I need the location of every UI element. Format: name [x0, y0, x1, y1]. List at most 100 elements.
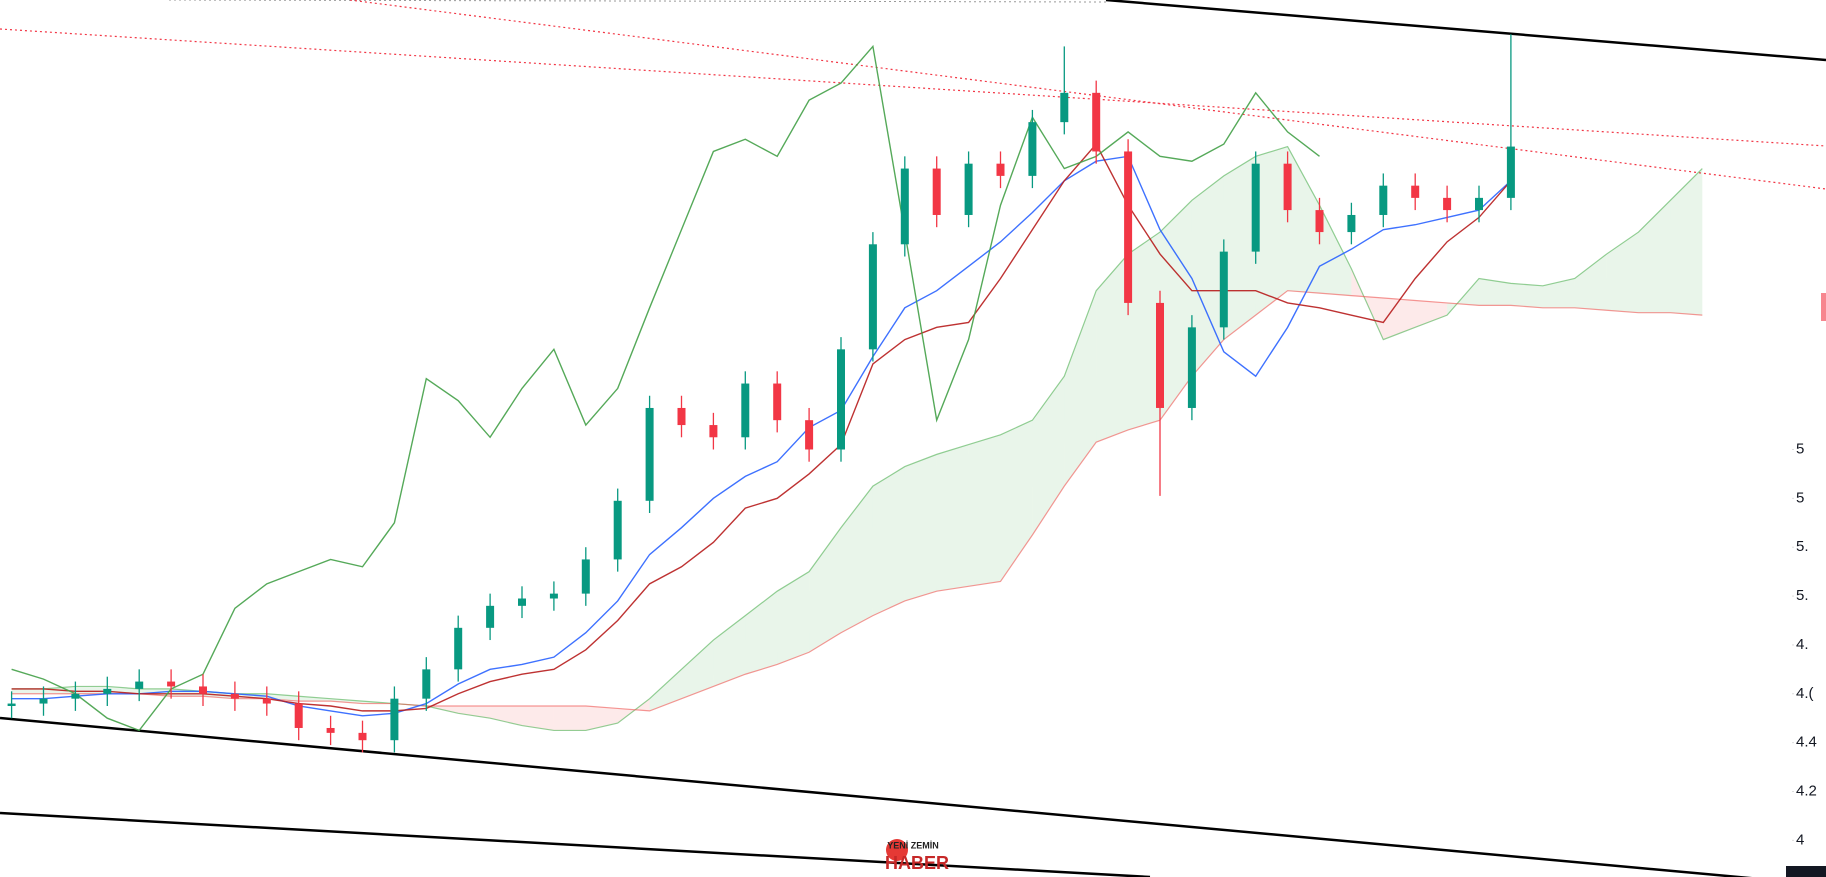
cloud-fill: [745, 591, 778, 675]
candle-body: [326, 727, 335, 733]
cloud-fill: [266, 693, 299, 702]
candle-body: [7, 703, 16, 706]
cloud-fill: [458, 705, 491, 719]
candle-body: [645, 407, 654, 501]
candle-body: [773, 383, 782, 421]
candle-body: [1379, 185, 1388, 215]
candle-body: [1251, 163, 1260, 252]
y-tick-label: 4.4: [1796, 734, 1817, 751]
candle-body: [230, 693, 239, 699]
candle-body: [454, 627, 463, 670]
candle-body: [837, 349, 845, 450]
candle-body: [518, 598, 526, 606]
candle-body: [709, 425, 718, 438]
cloud-fill: [809, 527, 841, 653]
candle-body: [741, 383, 750, 438]
resistance-line: [349, 0, 1826, 190]
trend-line: [168, 0, 1107, 3]
candle-body: [1315, 210, 1324, 233]
candle-body: [390, 698, 399, 741]
cloud-fill: [1415, 300, 1448, 328]
candle-body: [900, 168, 909, 245]
candle-body: [1187, 327, 1196, 408]
cloud-fill: [1479, 278, 1511, 306]
y-tick-label: 5: [1796, 489, 1804, 506]
cloud-fill: [1223, 156, 1256, 340]
cloud-fill: [1128, 232, 1160, 430]
cloud-fill: [1000, 420, 1033, 582]
candle-body: [1124, 151, 1133, 303]
candle-body: [805, 420, 814, 450]
cloud-fill: [1032, 376, 1065, 535]
candle-body: [422, 669, 431, 699]
cloud-fill: [777, 571, 810, 665]
cloud-fill: [904, 454, 937, 601]
cloud-fill: [11, 688, 44, 694]
indicator-line: [11, 155, 1512, 717]
candle-body: [1060, 92, 1069, 123]
cloud-fill: [872, 466, 905, 616]
candle-body: [1283, 163, 1292, 211]
candle-body: [358, 732, 367, 741]
cloud-span-b: [11, 290, 1703, 712]
candle-body: [996, 163, 1005, 176]
y-tick-label: 5.: [1796, 538, 1809, 555]
cloud-fill: [490, 705, 522, 726]
candle-body: [1411, 185, 1420, 198]
y-tick-label: 4.(: [1796, 685, 1814, 702]
cloud-fill: [713, 615, 746, 687]
candle-body: [199, 686, 207, 694]
cloud-fill: [298, 696, 331, 702]
cloud-fill: [1606, 232, 1639, 313]
candle-body: [1156, 302, 1164, 408]
candle-body: [677, 407, 686, 426]
indicator-line: [11, 142, 1512, 712]
candle-body: [1347, 214, 1356, 233]
cloud-fill: [649, 669, 682, 711]
candle-body: [167, 681, 176, 687]
y-tick-label: 4.: [1796, 636, 1809, 653]
cloud-fill: [330, 698, 363, 704]
candle-body: [262, 698, 271, 704]
cloud-fill: [1670, 168, 1703, 316]
cloud-fill: [1064, 290, 1097, 487]
cloud-fill: [1160, 200, 1192, 421]
channel-line: [0, 716, 1753, 877]
candle-body: [1092, 92, 1101, 152]
y-tick-label: 4: [1796, 831, 1804, 848]
cloud-fill: [1574, 254, 1607, 311]
candle-body: [71, 693, 80, 699]
candle-body: [103, 688, 112, 694]
candle-body: [549, 593, 558, 599]
cloud-fill: [1287, 146, 1320, 294]
candle-body: [868, 244, 877, 350]
y-tick-label: 5: [1796, 440, 1804, 457]
cloud-fill: [968, 434, 1001, 587]
cloud-fill: [841, 486, 873, 633]
price-badge: [1821, 293, 1826, 321]
cloud-fill: [1191, 175, 1224, 377]
candle-body: [294, 703, 303, 728]
logo-text: YENİ ZEMİN: [887, 840, 939, 850]
indicator-line: [11, 44, 1320, 732]
channel-line: [0, 811, 1151, 877]
cloud-fill: [936, 444, 969, 592]
plot: [7, 34, 1703, 753]
cloud-span-a: [11, 145, 1703, 732]
candle-body: [932, 168, 941, 215]
y-tick-label: 4.2: [1796, 782, 1817, 799]
cloud-fill: [553, 705, 586, 731]
cloud-fill: [1096, 254, 1129, 443]
logo-text: HABER: [885, 853, 949, 873]
candle-body: [1443, 197, 1452, 211]
candle-body: [581, 559, 590, 594]
candle-body: [1475, 197, 1483, 211]
candle-body: [486, 605, 495, 628]
logo-mark: [886, 839, 908, 861]
candle-body: [135, 681, 144, 689]
cloud-fill: [1383, 298, 1416, 340]
candle-body: [613, 500, 622, 560]
cloud-fill: [1638, 200, 1671, 313]
